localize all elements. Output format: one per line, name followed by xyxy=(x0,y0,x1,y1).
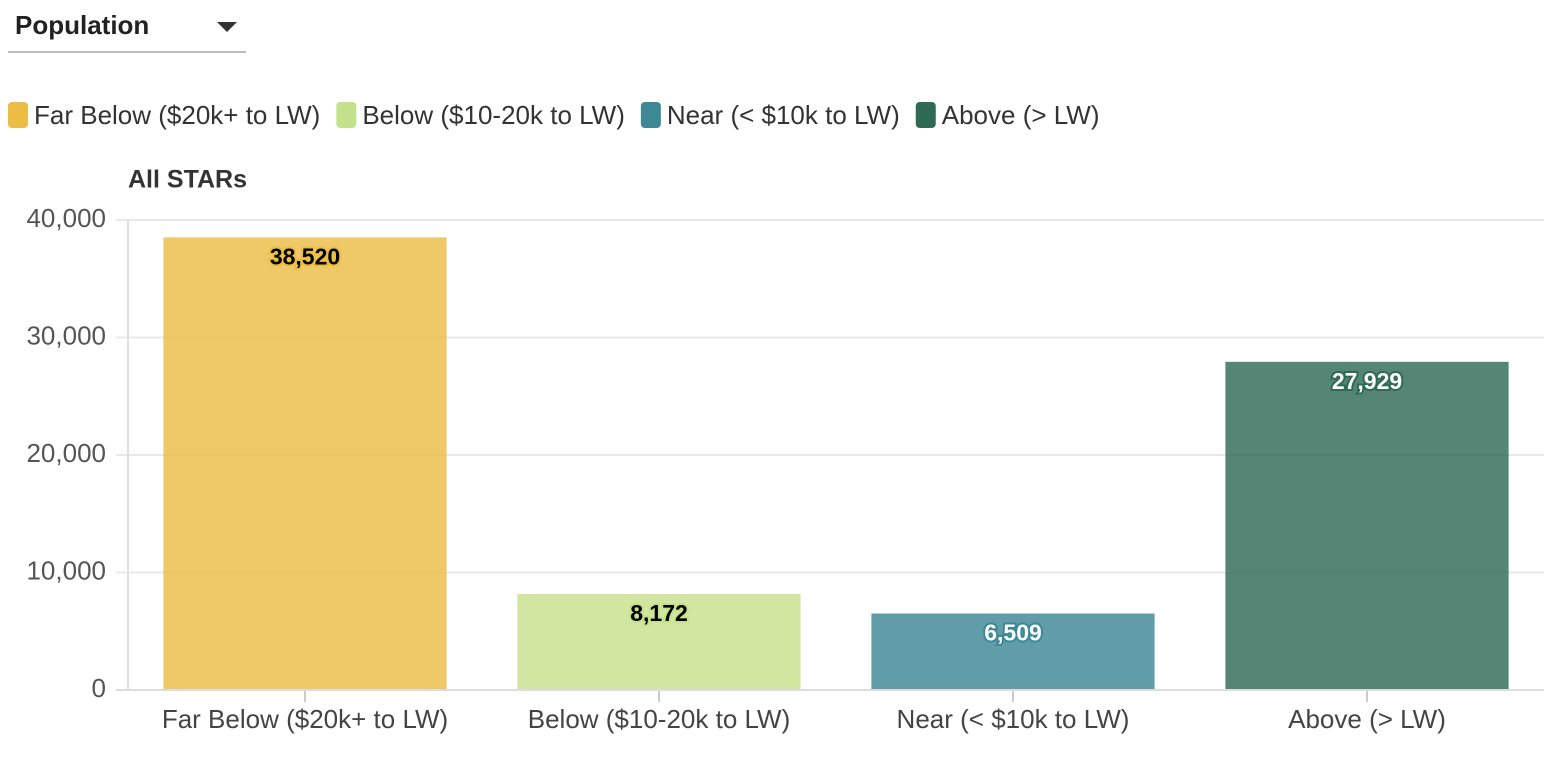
data-label: 38,520 xyxy=(270,243,340,269)
legend-label: Above (> LW) xyxy=(942,100,1100,130)
data-label: 8,172 xyxy=(630,600,688,626)
bar xyxy=(163,237,447,690)
dropdown-label: Population xyxy=(15,10,149,40)
y-tick-label: 30,000 xyxy=(26,320,106,350)
bar xyxy=(1225,361,1509,690)
y-tick-label: 20,000 xyxy=(26,438,106,468)
data-label: 27,929 xyxy=(1332,368,1402,394)
y-tick-label: 10,000 xyxy=(26,555,106,585)
x-tick-label: Above (> LW) xyxy=(1288,704,1446,734)
legend-label: Below ($10-20k to LW) xyxy=(362,100,625,130)
x-tick-label: Near (< $10k to LW) xyxy=(897,704,1130,734)
legend-swatch xyxy=(640,102,661,128)
x-tick-label: Far Below ($20k+ to LW) xyxy=(162,704,448,734)
legend-swatch xyxy=(8,102,28,128)
x-tick-label: Below ($10-20k to LW) xyxy=(528,704,791,734)
data-label: 6,509 xyxy=(984,620,1042,646)
legend-swatch xyxy=(336,102,357,128)
dropdown[interactable]: Population xyxy=(8,10,246,53)
legend-label: Far Below ($20k+ to LW) xyxy=(34,100,320,130)
y-tick-label: 0 xyxy=(92,673,106,703)
bar xyxy=(517,593,801,690)
chart-title: All STARs xyxy=(128,166,247,194)
legend-label: Near (< $10k to LW) xyxy=(667,100,900,130)
dropdown-arrow xyxy=(217,22,237,32)
bar xyxy=(871,613,1155,690)
legend-swatch xyxy=(915,102,936,128)
y-tick-label: 40,000 xyxy=(26,203,106,233)
